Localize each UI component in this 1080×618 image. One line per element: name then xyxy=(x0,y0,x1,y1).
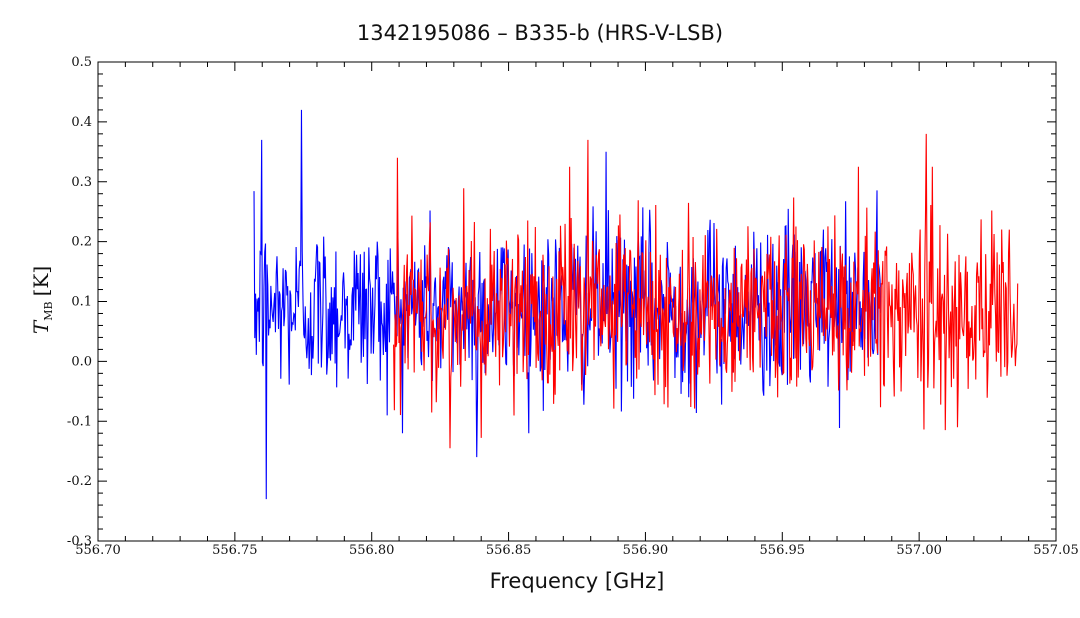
x-tick-label: 556.80 xyxy=(349,543,395,558)
y-tick-label: 0.0 xyxy=(71,354,92,369)
y-tick-label: -0.3 xyxy=(67,534,92,549)
plot-frame xyxy=(97,61,1057,542)
plot-series-group xyxy=(253,109,1019,500)
x-tick-label: 556.75 xyxy=(212,543,258,558)
y-axis-label-subscript: MB xyxy=(42,301,55,320)
x-tick-label: 557.00 xyxy=(896,543,942,558)
x-tick-label: 556.95 xyxy=(760,543,806,558)
x-axis-label: Frequency [GHz] xyxy=(490,569,665,593)
x-tick-label: 556.70 xyxy=(75,543,121,558)
x-tick-label: 557.05 xyxy=(1033,543,1079,558)
chart-title: 1342195086 – B335-b (HRS-V-LSB) xyxy=(357,21,723,45)
spectrum-series-2 xyxy=(393,133,1019,449)
axis-ticks-group: 556.70 556.75 556.80 556.85 556.90 556.95 557.… xyxy=(67,55,1079,558)
y-tick-label: 0.2 xyxy=(71,235,92,250)
y-tick-label: -0.1 xyxy=(67,414,92,429)
y-axis-label-symbol: T xyxy=(29,319,53,334)
y-tick-label: 0.1 xyxy=(71,295,92,310)
y-tick-label: 0.4 xyxy=(71,115,92,130)
y-tick-label: 0.3 xyxy=(71,175,92,190)
y-axis-label-unit: [K] xyxy=(29,266,53,297)
y-tick-label: -0.2 xyxy=(67,474,92,489)
y-tick-label: 0.5 xyxy=(71,55,92,70)
x-tick-label: 556.90 xyxy=(623,543,669,558)
x-tick-label: 556.85 xyxy=(486,543,532,558)
spectrum-series-1 xyxy=(253,109,882,500)
y-axis-label: TMB [K] xyxy=(29,266,55,334)
